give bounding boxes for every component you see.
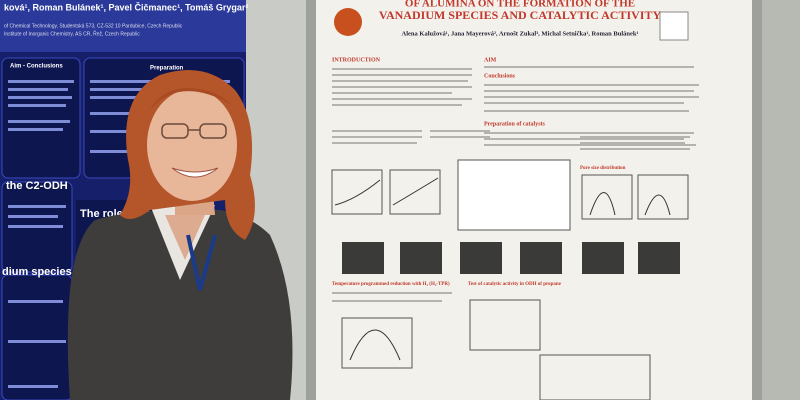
poster-section: Preparation of catalysts: [484, 121, 546, 127]
poster-section: Temperature programmed reduction with H₂…: [332, 282, 450, 287]
left-affiliation: of Chemical Technology, Studentská 573, …: [4, 23, 183, 29]
left-section: the C2-ODH: [6, 180, 68, 192]
face: [147, 89, 237, 201]
lanyard: [186, 234, 217, 291]
left-poster-header: [0, 0, 246, 52]
left-box: [1, 274, 73, 400]
poster-body-text: [332, 66, 699, 302]
poster-figures: [331, 159, 689, 400]
cardigan: [67, 210, 293, 400]
poster-section: Pore size distribution: [580, 166, 626, 171]
person: [67, 70, 293, 400]
poster-title: VANADIUM SPECIES AND CATALYTIC ACTIVITY: [379, 8, 662, 22]
left-authors: ková¹, Roman Bulánek¹, Pavel Čičmanec¹, …: [4, 1, 248, 12]
left-section: dium species: [2, 266, 72, 278]
poster-section: AIM: [484, 57, 497, 63]
left-section: Preparation: [150, 66, 184, 72]
poster-authors: Alena Kalužová¹, Jana Mayerová², Arnošt …: [402, 30, 639, 37]
wall-right: [760, 0, 800, 400]
left-box: [1, 57, 81, 179]
neck: [165, 215, 205, 260]
left-affiliation: Institute of Inorganic Chemistry, AS CR,…: [4, 29, 140, 37]
poster-section: Conclusions: [484, 73, 516, 79]
poster-title: OF ALUMINA ON THE FORMATION OF THE: [405, 0, 635, 10]
left-section: Aim - Conclusions: [10, 64, 63, 70]
sem-images: [342, 242, 680, 274]
logo-right: [659, 11, 689, 41]
glasses: [161, 123, 227, 139]
logo: [334, 8, 362, 36]
poster-section: Test of catalytic activity in ODH of pro…: [468, 282, 562, 287]
smile: [171, 167, 219, 178]
poster-section: INTRODUCTION: [332, 57, 381, 63]
fringe: [150, 88, 232, 110]
